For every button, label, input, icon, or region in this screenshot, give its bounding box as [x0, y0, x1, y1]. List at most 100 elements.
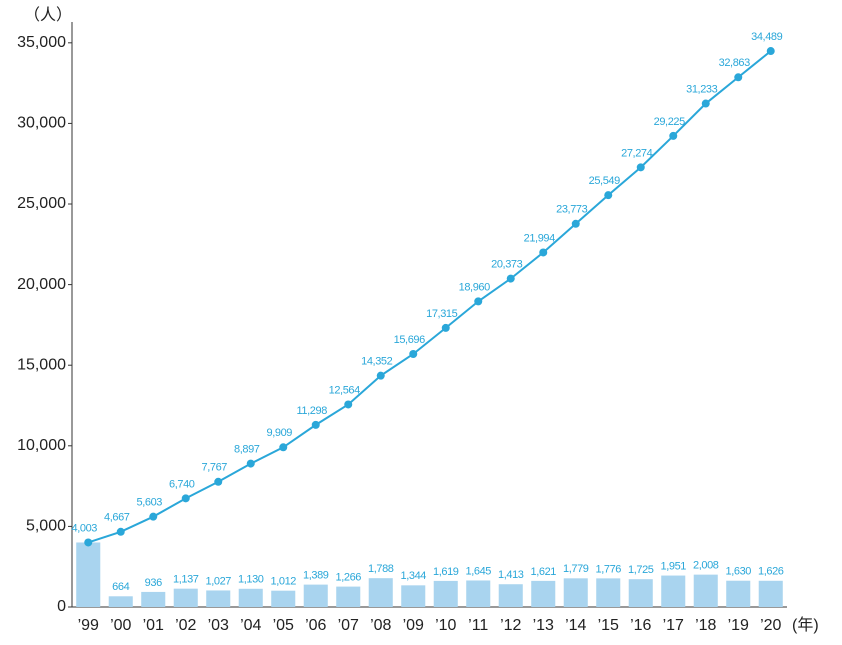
- data-label: 1,621: [530, 566, 556, 578]
- line: [87, 50, 772, 544]
- data-label: 2,008: [693, 560, 719, 572]
- data-label: 29,225: [654, 116, 686, 128]
- bar: [531, 580, 556, 607]
- y-tick-label: 5,000: [26, 518, 66, 535]
- data-label: 7,767: [201, 462, 227, 474]
- point: [669, 131, 678, 140]
- point: [409, 349, 418, 358]
- y-tick-label: 20,000: [17, 276, 66, 293]
- data-label: 4,003: [71, 522, 97, 534]
- data-label: 18,960: [459, 281, 491, 293]
- y-tick-label: 10,000: [17, 437, 66, 454]
- point: [506, 274, 515, 283]
- bar: [758, 580, 783, 607]
- data-label: 1,725: [628, 564, 654, 576]
- x-tick-label: ’14: [565, 617, 586, 634]
- data-label: 1,137: [173, 574, 199, 586]
- data-label: 9,909: [266, 427, 292, 439]
- point: [116, 527, 125, 536]
- data-label: 936: [145, 577, 162, 589]
- point: [246, 459, 255, 468]
- point: [376, 371, 385, 380]
- x-unit: (年): [792, 616, 819, 634]
- data-label: 25,549: [589, 175, 621, 187]
- y-tick-label: 35,000: [17, 34, 66, 51]
- point: [701, 99, 710, 108]
- data-label: 6,740: [169, 478, 195, 490]
- point: [636, 163, 645, 172]
- data-label: 27,274: [621, 147, 653, 159]
- point: [214, 477, 223, 486]
- y-unit: （人）: [24, 6, 72, 24]
- x-tick-label: ’19: [728, 617, 749, 634]
- x-tick-label: ’04: [240, 617, 261, 634]
- data-label: 1,027: [205, 575, 231, 587]
- x-tick-label: ’07: [338, 617, 359, 634]
- point: [181, 494, 190, 503]
- bar: [401, 585, 426, 607]
- point: [604, 191, 613, 200]
- data-label: 1,779: [563, 563, 589, 575]
- x-tick-label: ’00: [110, 617, 131, 634]
- point: [571, 219, 580, 228]
- bar: [303, 584, 328, 607]
- data-label: 21,994: [524, 232, 556, 244]
- point: [149, 512, 158, 521]
- bar: [368, 578, 393, 607]
- bar: [661, 575, 686, 607]
- data-label: 14,352: [361, 356, 393, 368]
- data-label: 1,788: [368, 563, 394, 575]
- y-tick-label: 15,000: [17, 356, 66, 373]
- bar: [76, 542, 101, 607]
- point: [279, 443, 288, 452]
- data-label: 17,315: [426, 308, 458, 320]
- data-label: 1,630: [725, 566, 751, 578]
- bar: [108, 596, 133, 607]
- x-tick-label: ’08: [370, 617, 391, 634]
- data-label: 12,564: [329, 384, 361, 396]
- x-tick-label: ’03: [208, 617, 229, 634]
- x-tick-label: ’11: [468, 617, 488, 634]
- data-label: 1,619: [433, 566, 459, 578]
- point: [474, 297, 483, 306]
- data-label: 23,773: [556, 204, 588, 216]
- x-tick-label: ’20: [760, 617, 781, 634]
- x-tick-label: ’10: [435, 617, 456, 634]
- x-tick-label: ’16: [630, 617, 651, 634]
- point: [84, 538, 93, 547]
- data-label: 1,344: [400, 570, 426, 582]
- data-label: 1,389: [303, 570, 329, 582]
- data-label: 664: [112, 581, 129, 593]
- bar: [238, 588, 263, 607]
- x-tick-label: ’09: [403, 617, 424, 634]
- data-label: 32,863: [719, 57, 751, 69]
- y-tick-label: 30,000: [17, 115, 66, 132]
- bar: [433, 580, 458, 607]
- data-label: 34,489: [751, 31, 783, 43]
- x-tick-label: ’18: [695, 617, 716, 634]
- data-label: 5,603: [136, 497, 162, 509]
- data-label: 1,413: [498, 569, 524, 581]
- x-tick-label: ’13: [533, 617, 554, 634]
- y-tick-label: 0: [57, 598, 66, 615]
- y-tick-label: 25,000: [17, 195, 66, 212]
- data-label: 15,696: [394, 334, 426, 346]
- data-label: 1,012: [270, 576, 296, 588]
- data-label: 4,667: [104, 512, 130, 524]
- point: [766, 47, 775, 56]
- data-label: 20,373: [491, 259, 523, 271]
- bar: [498, 584, 523, 607]
- x-tick-label: ’99: [78, 617, 99, 634]
- bar: [466, 580, 491, 607]
- data-label: 1,645: [465, 565, 491, 577]
- data-label: 31,233: [686, 83, 718, 95]
- data-label: 11,298: [297, 405, 328, 417]
- point: [539, 248, 548, 257]
- bar: [141, 591, 166, 607]
- data-label: 8,897: [234, 443, 260, 455]
- bar: [271, 590, 296, 607]
- x-tick-label: ’17: [663, 617, 684, 634]
- bar: [596, 578, 621, 607]
- data-label: 1,266: [335, 571, 361, 583]
